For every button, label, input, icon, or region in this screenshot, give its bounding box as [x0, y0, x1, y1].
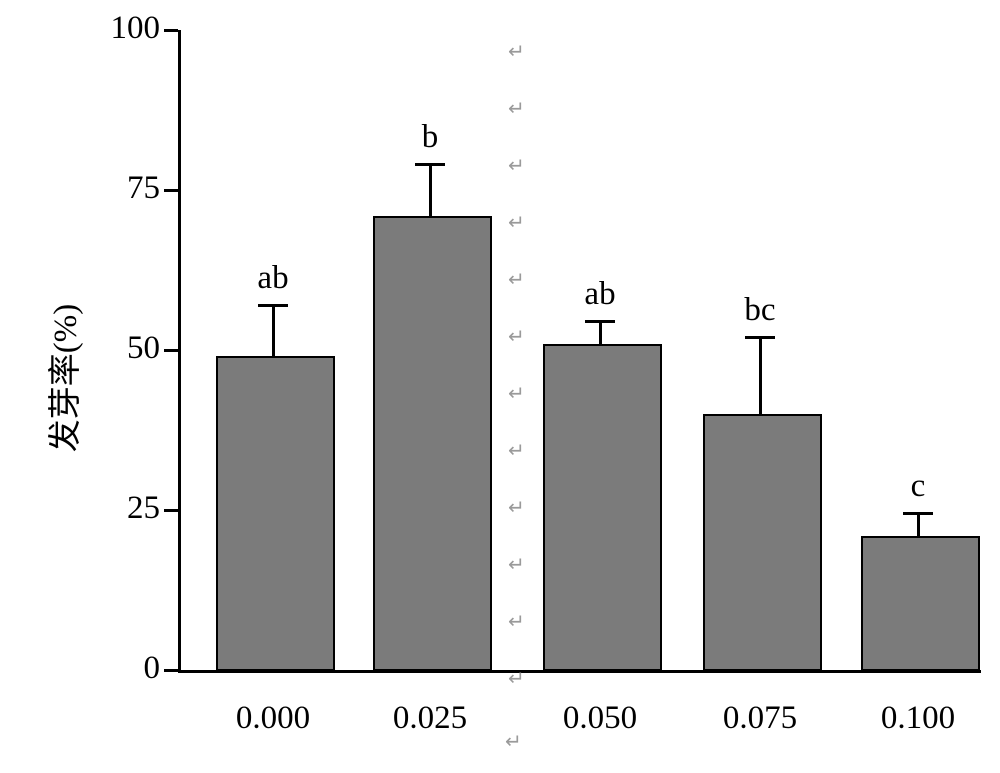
y-tick-label: 0 — [88, 650, 160, 687]
stray-return-mark: ↵ — [508, 669, 525, 689]
errorbar-stem — [917, 513, 920, 535]
bar — [216, 356, 335, 671]
x-tick-label: 0.025 — [360, 700, 500, 737]
significance-label: bc — [720, 292, 800, 329]
stray-return-mark: ↵ — [508, 498, 525, 518]
errorbar-cap — [745, 336, 775, 339]
errorbar-cap — [585, 320, 615, 323]
stray-return-mark: ↵ — [508, 384, 525, 404]
errorbar-stem — [429, 164, 432, 215]
x-tick-label: 0.000 — [203, 700, 343, 737]
significance-label: ab — [233, 260, 313, 297]
y-tick-mark — [164, 509, 178, 512]
stray-return-mark: ↵ — [508, 270, 525, 290]
stray-return-mark: ↵ — [508, 612, 525, 632]
y-tick-mark — [164, 189, 178, 192]
y-axis-title: 发芽率(%) — [38, 248, 86, 508]
significance-label: b — [390, 119, 470, 156]
y-tick-label: 50 — [88, 330, 160, 367]
bar — [703, 414, 822, 671]
errorbar-cap — [415, 163, 445, 166]
stray-return-mark: ↵ — [508, 555, 525, 575]
stray-return-mark: ↵ — [508, 327, 525, 347]
errorbar-cap — [903, 512, 933, 515]
y-tick-mark — [164, 669, 178, 672]
y-tick-mark — [164, 349, 178, 352]
errorbar-stem — [599, 321, 602, 343]
y-tick-label: 100 — [88, 10, 160, 47]
errorbar-stem — [272, 305, 275, 356]
y-tick-label: 25 — [88, 490, 160, 527]
stray-return-mark: ↵ — [508, 213, 525, 233]
y-tick-label: 75 — [88, 170, 160, 207]
x-tick-label: 0.075 — [690, 700, 830, 737]
stray-return-mark: ↵ — [508, 99, 525, 119]
stray-return-mark: ↵ — [508, 441, 525, 461]
germination-rate-bar-chart: 发芽率(%) 0 25 50 75 100 ab 0.000 b 0.025 ab 0.050 bc 0.… — [0, 0, 1000, 773]
bar — [861, 536, 980, 671]
stray-return-mark: ↵ — [508, 156, 525, 176]
significance-label: ab — [560, 276, 640, 313]
errorbar-stem — [759, 337, 762, 414]
bar — [373, 216, 492, 671]
errorbar-cap — [258, 304, 288, 307]
x-tick-label: 0.100 — [848, 700, 988, 737]
stray-return-mark: ↵ — [505, 732, 522, 752]
stray-return-mark: ↵ — [508, 42, 525, 62]
bar — [543, 344, 662, 671]
significance-label: c — [878, 468, 958, 505]
y-tick-mark — [164, 29, 178, 32]
x-tick-label: 0.050 — [530, 700, 670, 737]
